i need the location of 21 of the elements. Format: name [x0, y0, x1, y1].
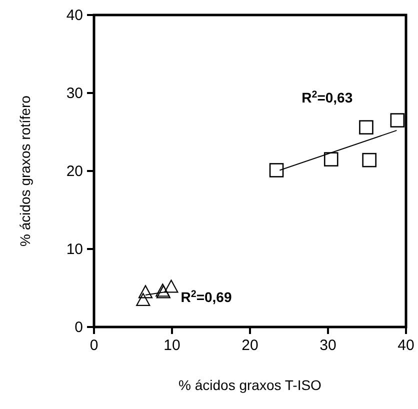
- point: [359, 120, 374, 134]
- y-tick-label: 20: [66, 163, 83, 180]
- annotation: R$^{2}$=0,63: [302, 88, 353, 106]
- point: [324, 152, 338, 166]
- x-tick-label: 40: [398, 337, 414, 354]
- point: [136, 292, 150, 306]
- x-tick-label: 0: [90, 337, 98, 354]
- x-tick-label: 20: [242, 337, 258, 354]
- point: [269, 163, 284, 178]
- x-tick-label: 10: [164, 337, 180, 354]
- annotation: R$^{2}$=0,69: [180, 288, 232, 305]
- y-tick-label: 10: [66, 241, 83, 258]
- point: [362, 152, 376, 168]
- x-tick-label: 30: [320, 337, 336, 354]
- y-tick-label: 0: [74, 319, 83, 336]
- y-tick-label: 30: [66, 85, 83, 102]
- x-axis-title: % ácidos graxos T-ISO: [178, 377, 322, 393]
- point: [390, 113, 405, 128]
- y-axis-title: % ácidos graxos rotífero: [17, 95, 33, 246]
- point: [164, 280, 178, 293]
- y-tick-label: 40: [66, 7, 83, 24]
